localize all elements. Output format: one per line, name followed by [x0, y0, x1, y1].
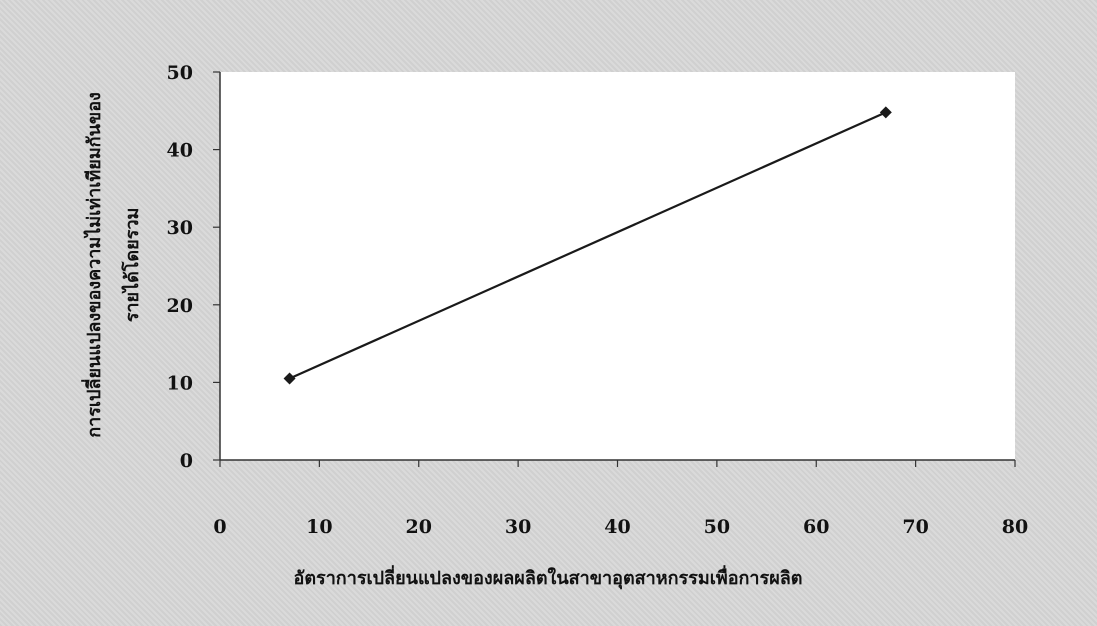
x-tick-label: 20 [406, 516, 432, 538]
x-tick-label: 60 [803, 516, 829, 538]
y-axis-ticks: 0 10 20 30 40 50 [167, 62, 220, 472]
y-tick-label: 50 [167, 62, 193, 84]
x-tick-label: 50 [704, 516, 730, 538]
y-tick-label: 10 [167, 372, 193, 394]
y-axis-label-line-2: รายได้โดยรวม [121, 208, 143, 323]
y-tick-label: 0 [180, 450, 193, 472]
y-tick-label: 20 [167, 295, 193, 317]
x-axis-label: อัตราการเปลี่ยนแปลงของผลผลิตในสาขาอุตสาห… [294, 565, 803, 590]
y-tick-label: 40 [167, 140, 193, 162]
x-tick-label: 40 [604, 516, 630, 538]
x-tick-label: 80 [1002, 516, 1028, 538]
data-point-marker [879, 106, 892, 119]
series-line [289, 111, 887, 380]
x-tick-label: 0 [213, 516, 226, 538]
x-tick-label: 30 [505, 516, 531, 538]
y-tick-label: 30 [167, 217, 193, 239]
x-tick-label: 10 [306, 516, 332, 538]
series-layer [283, 106, 892, 385]
y-axis-label-line-1: การเปลี่ยนแปลงของความไม่เท่าเทียมกันของ [81, 92, 105, 438]
data-point-marker [283, 372, 296, 385]
plot-area [220, 72, 1015, 460]
x-axis-ticks: 0 10 20 30 40 50 60 70 80 [213, 460, 1028, 538]
x-tick-label: 70 [902, 516, 928, 538]
